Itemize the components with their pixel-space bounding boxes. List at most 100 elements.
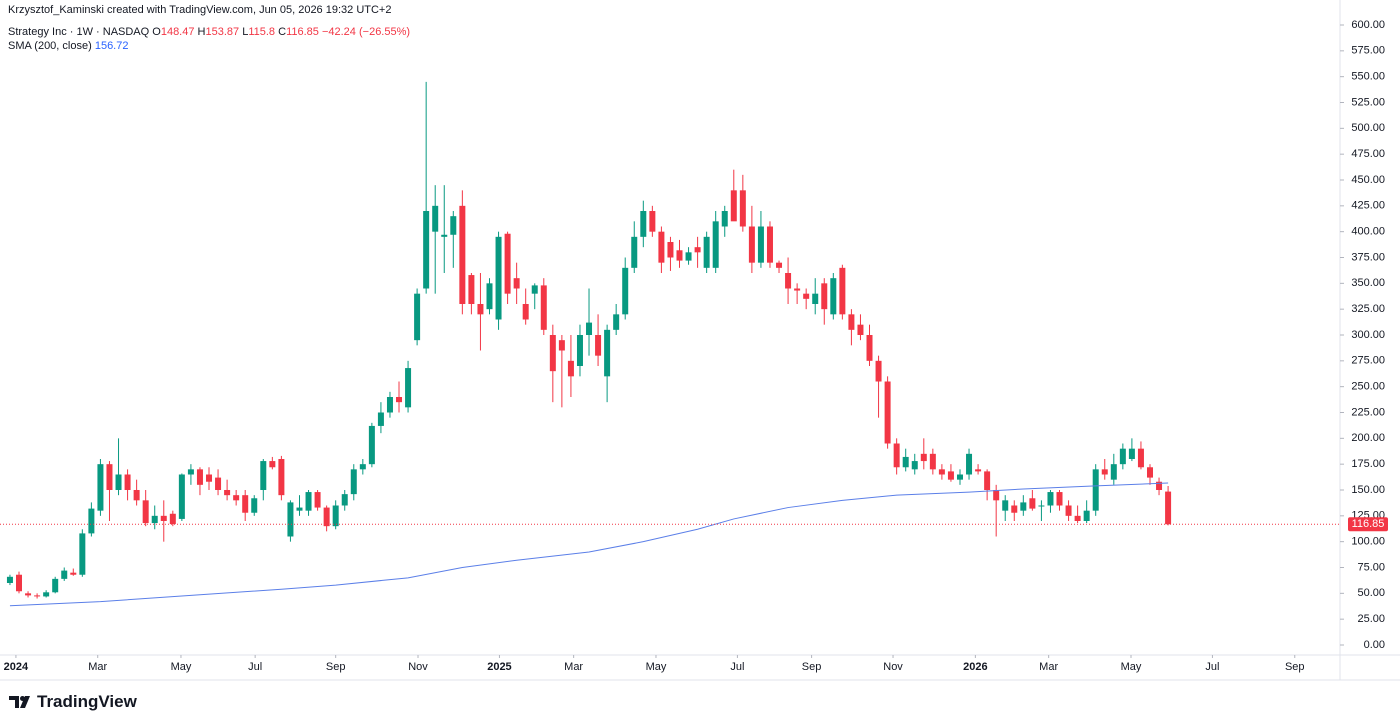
candle-body <box>269 461 276 468</box>
candle-body <box>178 474 185 519</box>
candle-body <box>567 360 574 377</box>
x-tick-label: Mar <box>564 661 583 673</box>
candle-body <box>142 500 149 524</box>
candle-body <box>133 489 140 501</box>
candle-body <box>920 453 927 462</box>
x-tick-label: Nov <box>408 661 428 673</box>
x-tick-label: Sep <box>802 661 822 673</box>
y-tick-label: 350.00 <box>1351 277 1385 289</box>
candle-body <box>839 267 846 315</box>
y-tick-label: 475.00 <box>1351 148 1385 160</box>
candle-body <box>1047 492 1054 506</box>
y-tick-label: 0.00 <box>1364 639 1385 651</box>
candle-body <box>1011 505 1018 513</box>
candle-body <box>966 453 973 475</box>
candle-body <box>685 252 692 261</box>
candle-body <box>169 513 176 525</box>
candle-body <box>857 324 864 335</box>
y-tick-label: 275.00 <box>1351 355 1385 367</box>
candle-body <box>495 236 502 320</box>
candle-body <box>956 474 963 480</box>
y-tick-label: 575.00 <box>1351 45 1385 57</box>
last-price-label: 116.85 <box>1352 518 1385 530</box>
candle-body <box>604 329 611 377</box>
y-tick-label: 175.00 <box>1351 458 1385 470</box>
candle-body <box>504 233 511 294</box>
candle-body <box>196 469 203 485</box>
x-tick-label: May <box>171 661 192 673</box>
candle-body <box>423 211 430 289</box>
candle-body <box>296 507 303 511</box>
candle-body <box>432 205 439 232</box>
candle-body <box>450 216 457 235</box>
candle-body <box>441 234 448 237</box>
candle-body <box>694 247 701 253</box>
candle-body <box>929 453 936 470</box>
candle-body <box>812 293 819 305</box>
candle-body <box>106 464 113 490</box>
brand-logo <box>9 696 30 708</box>
candle-body <box>61 570 68 579</box>
candle-body <box>1002 500 1009 511</box>
close-value: 116.85 <box>286 26 319 38</box>
candle-body <box>640 211 647 237</box>
candle-body <box>1083 510 1090 521</box>
candle-body <box>730 190 737 222</box>
candle-body <box>16 574 23 592</box>
candle-body <box>1128 448 1135 459</box>
y-tick-label: 550.00 <box>1351 71 1385 83</box>
candle-body <box>893 443 900 468</box>
candle-body <box>549 335 556 372</box>
candle-body <box>405 368 412 408</box>
x-tick-label: 2026 <box>963 661 987 673</box>
candle-body <box>513 278 520 289</box>
candle-body <box>278 458 285 496</box>
candle-body <box>242 495 249 513</box>
candle-body <box>251 498 258 513</box>
x-tick-label: May <box>646 661 667 673</box>
y-tick-label: 300.00 <box>1351 329 1385 341</box>
candle-body <box>79 533 86 575</box>
candle-body <box>350 469 357 495</box>
candle-body <box>1074 515 1081 521</box>
y-tick-label: 600.00 <box>1351 19 1385 31</box>
y-tick-label: 450.00 <box>1351 174 1385 186</box>
y-tick-label: 425.00 <box>1351 200 1385 212</box>
candle-body <box>984 471 991 490</box>
candle-body <box>884 381 891 444</box>
candle-body <box>151 515 158 524</box>
candle-body <box>305 492 312 511</box>
candle-body <box>486 283 493 310</box>
ohlc-label: H <box>197 26 206 38</box>
candle-body <box>866 335 873 361</box>
candle-body <box>1137 448 1144 468</box>
candle-body <box>25 593 32 596</box>
x-tick-label: Mar <box>1039 661 1058 673</box>
candle-body <box>459 205 466 305</box>
candle-body <box>975 469 982 472</box>
candle-body <box>848 314 855 330</box>
candle-body <box>821 283 828 310</box>
ohlc-label: C <box>278 26 287 38</box>
candle-body <box>667 242 674 258</box>
candle-body <box>160 515 167 521</box>
candle-body <box>187 469 194 475</box>
y-tick-label: 75.00 <box>1357 561 1385 573</box>
candle-body <box>875 360 882 382</box>
y-tick-label: 200.00 <box>1351 432 1385 444</box>
candle-body <box>1056 492 1063 506</box>
candle-body <box>260 461 267 490</box>
candle-body <box>748 226 755 263</box>
candle-body <box>52 578 59 593</box>
candle-body <box>377 412 384 426</box>
y-tick-label: 100.00 <box>1351 536 1385 548</box>
y-tick-label: 525.00 <box>1351 96 1385 108</box>
candle-body <box>757 226 764 263</box>
candle-body <box>776 262 783 268</box>
legend-sma: SMA (200, close) 156.72 <box>8 40 128 52</box>
y-tick-label: 50.00 <box>1357 587 1385 599</box>
legend-main: Strategy Inc · 1W · NASDAQ O148.47 H153.… <box>8 26 410 38</box>
candle-body <box>215 477 222 490</box>
